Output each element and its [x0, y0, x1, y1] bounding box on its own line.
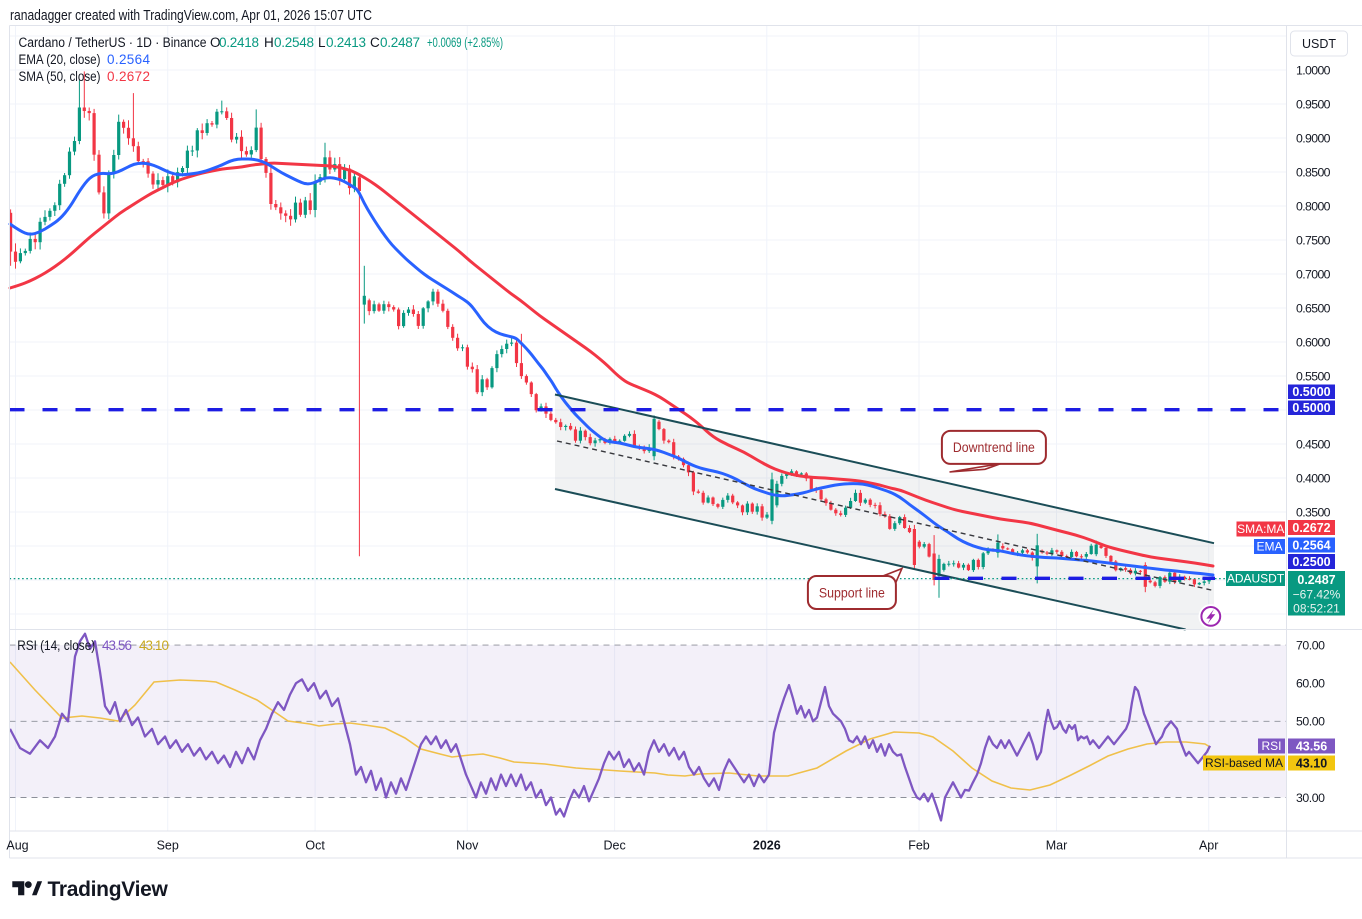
svg-text:H: H: [264, 35, 274, 50]
svg-text:0.2487: 0.2487: [380, 35, 420, 50]
svg-text:C: C: [370, 35, 380, 50]
svg-text:0.4500: 0.4500: [1296, 437, 1331, 451]
svg-text:SMA:MA: SMA:MA: [1237, 522, 1284, 536]
svg-text:0.2413: 0.2413: [326, 35, 366, 50]
svg-text:−67.42%: −67.42%: [1293, 588, 1341, 602]
svg-text:0.5500: 0.5500: [1296, 369, 1331, 383]
svg-text:08:52:21: 08:52:21: [1293, 602, 1340, 616]
svg-text:Feb: Feb: [908, 838, 930, 852]
svg-text:0.8500: 0.8500: [1296, 165, 1331, 179]
svg-text:Apr: Apr: [1199, 838, 1218, 852]
svg-text:0.2487: 0.2487: [1297, 573, 1335, 587]
svg-text:1.0000: 1.0000: [1296, 63, 1331, 77]
svg-text:0.2418: 0.2418: [219, 35, 259, 50]
svg-text:43.10: 43.10: [139, 638, 169, 653]
svg-text:0.2672: 0.2672: [107, 69, 150, 84]
svg-text:EMA (20, close): EMA (20, close): [19, 52, 101, 67]
svg-text:50.00: 50.00: [1296, 715, 1325, 729]
svg-text:0.5000: 0.5000: [1292, 401, 1330, 415]
svg-text:0.7500: 0.7500: [1296, 233, 1331, 247]
svg-text:L: L: [318, 35, 326, 50]
svg-text:0.2548: 0.2548: [274, 35, 314, 50]
svg-text:O: O: [210, 35, 221, 50]
svg-text:0.6500: 0.6500: [1296, 301, 1331, 315]
svg-text:0.8000: 0.8000: [1296, 199, 1331, 213]
svg-text:43.56: 43.56: [1296, 739, 1327, 753]
svg-text:0.5000: 0.5000: [1292, 385, 1330, 399]
svg-text:0.9500: 0.9500: [1296, 97, 1331, 111]
svg-text:0.2564: 0.2564: [1292, 538, 1330, 552]
svg-text:Mar: Mar: [1046, 838, 1068, 852]
svg-text:Downtrend line: Downtrend line: [953, 439, 1035, 455]
svg-text:Cardano / TetherUS · 1D · Bina: Cardano / TetherUS · 1D · Binance: [19, 35, 207, 50]
svg-text:Aug: Aug: [6, 838, 28, 852]
svg-text:0.2672: 0.2672: [1292, 521, 1330, 535]
svg-text:RSI: RSI: [1261, 739, 1281, 753]
svg-text:Sep: Sep: [157, 838, 179, 852]
svg-text:0.4000: 0.4000: [1296, 471, 1331, 485]
svg-text:ranadagger created with Tradin: ranadagger created with TradingView.com,…: [10, 8, 372, 24]
svg-text:0.2500: 0.2500: [1292, 555, 1330, 569]
svg-text:30.00: 30.00: [1296, 791, 1325, 805]
svg-text:43.10: 43.10: [1296, 756, 1327, 770]
svg-text:ADAUSDT: ADAUSDT: [1227, 572, 1285, 586]
svg-text:SMA (50, close): SMA (50, close): [19, 69, 101, 84]
svg-text:RSI-based MA: RSI-based MA: [1205, 756, 1283, 770]
svg-text:+0.0069 (+2.85%): +0.0069 (+2.85%): [427, 35, 503, 50]
svg-text:0.7000: 0.7000: [1296, 267, 1331, 281]
svg-text:70.00: 70.00: [1296, 638, 1325, 652]
svg-text:2026: 2026: [753, 838, 781, 852]
svg-text:Oct: Oct: [305, 838, 325, 852]
svg-text:0.3500: 0.3500: [1296, 505, 1331, 519]
svg-text:EMA: EMA: [1256, 540, 1282, 554]
svg-text:Nov: Nov: [456, 838, 479, 852]
svg-text:0.9000: 0.9000: [1296, 131, 1331, 145]
svg-text:43.56: 43.56: [102, 638, 132, 653]
svg-text:USDT: USDT: [1302, 37, 1336, 51]
svg-text:RSI (14, close): RSI (14, close): [17, 638, 95, 653]
svg-text:0.2564: 0.2564: [107, 52, 150, 67]
svg-text:TradingView: TradingView: [48, 878, 169, 901]
svg-text:Dec: Dec: [603, 838, 625, 852]
svg-text:0.6000: 0.6000: [1296, 335, 1331, 349]
svg-text:Support line: Support line: [819, 585, 885, 601]
svg-text:60.00: 60.00: [1296, 677, 1325, 691]
